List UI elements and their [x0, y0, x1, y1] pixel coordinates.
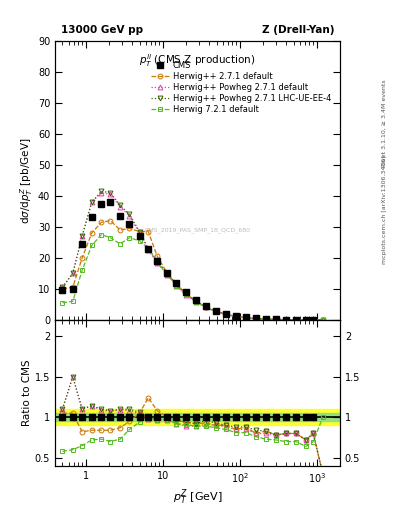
Text: Rivet 3.1.10, ≥ 3.4M events: Rivet 3.1.10, ≥ 3.4M events	[382, 79, 387, 167]
Legend: CMS, Herwig++ 2.7.1 default, Herwig++ Powheg 2.7.1 default, Herwig++ Powheg 2.7.: CMS, Herwig++ 2.7.1 default, Herwig++ Po…	[150, 59, 333, 116]
Y-axis label: d$\sigma$/d$p_T^Z$ [pb/GeV]: d$\sigma$/d$p_T^Z$ [pb/GeV]	[18, 137, 35, 224]
Text: mcplots.cern.ch [arXiv:1306.3436]: mcplots.cern.ch [arXiv:1306.3436]	[382, 156, 387, 264]
Text: 13000 GeV pp: 13000 GeV pp	[61, 26, 143, 35]
Bar	[55, 413, 340, 421]
Bar	[55, 409, 340, 425]
Text: $p_T^{ll}$ (CMS Z production): $p_T^{ll}$ (CMS Z production)	[140, 52, 255, 69]
Text: CMS_2019_PAS_SMP_18_QCD_680: CMS_2019_PAS_SMP_18_QCD_680	[145, 228, 250, 233]
X-axis label: $p_T^Z$ [GeV]: $p_T^Z$ [GeV]	[173, 487, 222, 507]
Y-axis label: Ratio to CMS: Ratio to CMS	[22, 359, 32, 426]
Text: Z (Drell-Yan): Z (Drell-Yan)	[262, 26, 334, 35]
